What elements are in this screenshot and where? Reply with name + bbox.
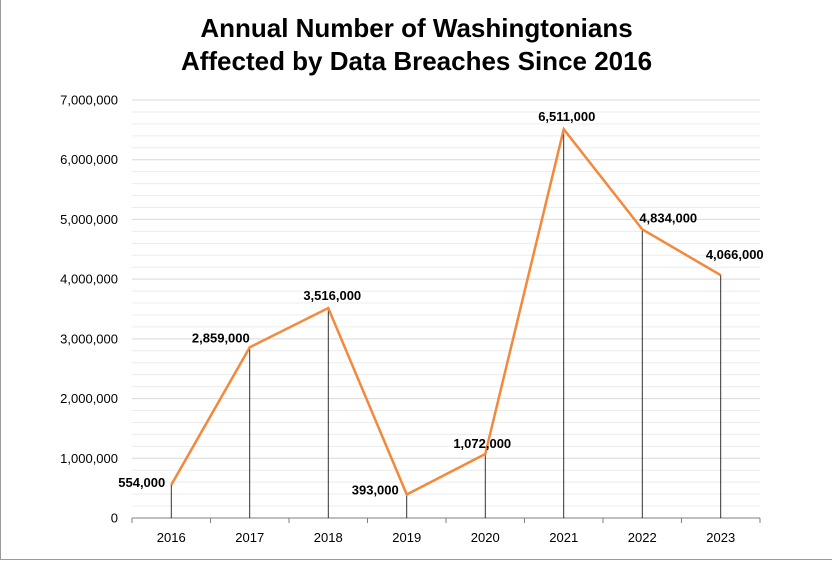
data-label: 4,066,000 bbox=[706, 247, 764, 262]
y-tick-label: 2,000,000 bbox=[60, 391, 118, 406]
series-line bbox=[170, 126, 722, 497]
chart-title-line-2: Affected by Data Breaches Since 2016 bbox=[180, 46, 653, 76]
data-label: 393,000 bbox=[352, 483, 399, 498]
y-tick-label: 3,000,000 bbox=[60, 331, 118, 346]
x-tick-label: 2016 bbox=[157, 530, 186, 545]
x-tick-label: 2018 bbox=[314, 530, 343, 545]
y-tick-label: 4,000,000 bbox=[60, 272, 118, 287]
x-tick-label: 2019 bbox=[392, 530, 421, 545]
y-tick-label: 0 bbox=[111, 511, 118, 526]
y-tick-label: 1,000,000 bbox=[60, 451, 118, 466]
data-label: 554,000 bbox=[118, 475, 165, 490]
data-label: 3,516,000 bbox=[303, 288, 361, 303]
data-label: 1,072,000 bbox=[453, 436, 511, 451]
x-tick-label: 2020 bbox=[471, 530, 500, 545]
data-label: 6,511,000 bbox=[538, 109, 595, 124]
x-tick-label: 2023 bbox=[706, 530, 735, 545]
x-tick-label: 2022 bbox=[628, 530, 657, 545]
data-label: 4,834,000 bbox=[639, 210, 697, 225]
data-label: 2,859,000 bbox=[192, 330, 250, 345]
x-tick-label: 2021 bbox=[549, 530, 578, 545]
y-tick-label: 6,000,000 bbox=[60, 152, 118, 167]
y-tick-label: 7,000,000 bbox=[60, 93, 118, 108]
chart-title-line-1: Annual Number of Washingtonians bbox=[200, 13, 633, 43]
x-tick-label: 2017 bbox=[235, 530, 264, 545]
chart-title: Annual Number of Washingtonians Affected… bbox=[0, 12, 833, 78]
y-tick-label: 5,000,000 bbox=[60, 212, 118, 227]
